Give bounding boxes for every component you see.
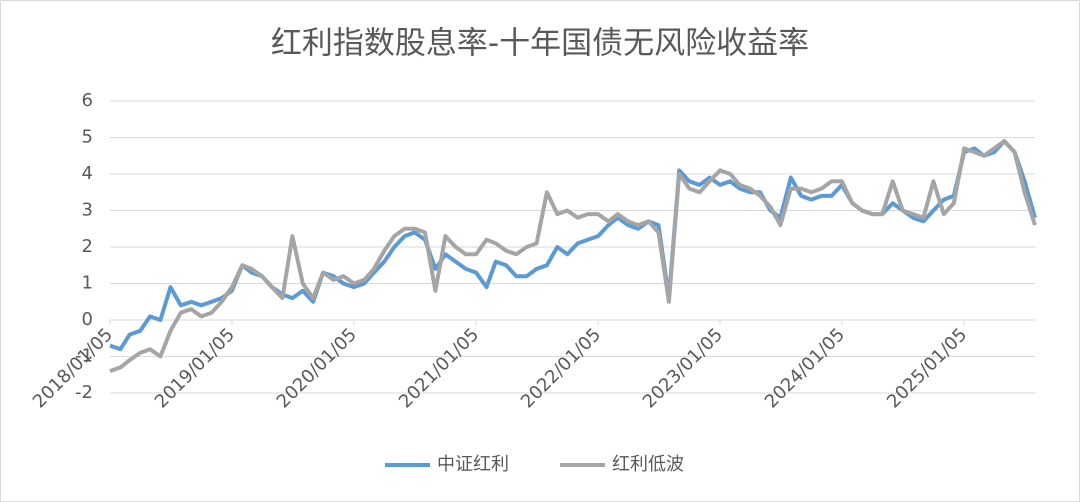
chart-title: 红利指数股息率-十年国债无风险收益率 xyxy=(271,26,809,62)
y-tick-label: 1 xyxy=(82,273,93,294)
y-tick-label: -1 xyxy=(75,346,93,367)
legend-label: 中证红利 xyxy=(437,454,509,475)
y-tick-label: 2 xyxy=(82,236,93,257)
y-tick-label: 5 xyxy=(82,127,93,148)
y-tick-label: 4 xyxy=(82,163,93,184)
y-tick-label: 3 xyxy=(82,200,93,221)
y-tick-label: 6 xyxy=(82,90,93,111)
legend-label: 红利低波 xyxy=(612,454,684,475)
y-tick-label: 0 xyxy=(82,309,93,330)
series-line xyxy=(109,139,1037,373)
y-tick-label: -2 xyxy=(75,382,93,403)
